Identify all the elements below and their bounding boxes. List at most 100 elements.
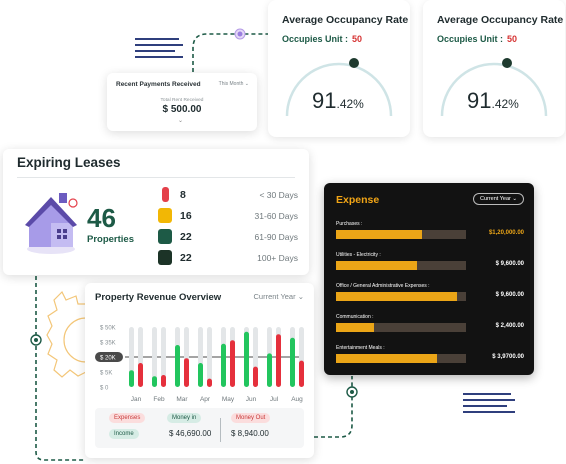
x-tick-label: Mar — [176, 396, 188, 403]
lease-row-days: 61-90 Days — [254, 232, 298, 242]
expense-bar — [161, 375, 166, 387]
expense-row-label: Utilities - Electricity : — [336, 252, 381, 258]
bar-track — [161, 327, 166, 387]
lease-row-count: 22 — [180, 252, 192, 264]
revenue-overview-card: Property Revenue Overview Current Year ⌄… — [85, 283, 314, 458]
occupancy-title: Average Occupancy Rate — [437, 14, 564, 26]
expense-row-value: $ 9,600.00 — [495, 292, 524, 298]
money-in-value: $ 46,690.00 — [169, 429, 212, 438]
expense-row: Office / General Administrative Expenses… — [336, 283, 524, 307]
divider — [220, 418, 221, 442]
occupies-unit: Occupies Unit :50 — [437, 34, 518, 44]
lease-color-chip — [158, 229, 172, 244]
lease-color-chip — [158, 250, 172, 265]
expense-title: Expense — [336, 194, 380, 206]
x-tick-label: Apr — [200, 396, 211, 403]
expense-progress-track — [336, 292, 466, 301]
income-bar — [267, 353, 272, 387]
bar-track — [207, 327, 212, 387]
leases-count: 46 — [87, 203, 116, 233]
money-out-pill: Money Out — [231, 413, 271, 423]
lease-row-days: 100+ Days — [257, 253, 298, 263]
total-rent-amount: $ 500.00 — [162, 104, 202, 115]
expense-row: Communication : $ 2,400.00 — [336, 314, 524, 338]
recent-payments-title: Recent Payments Received — [116, 81, 201, 88]
chevron-down-icon: ⌄ — [512, 196, 517, 202]
x-tick-label: Jun — [246, 396, 257, 403]
menu-lines-decoration — [135, 38, 183, 62]
expense-row-label: Office / General Administrative Expenses… — [336, 283, 430, 289]
expense-card: Expense Current Year ⌄ Purchases : $1,20,… — [324, 183, 534, 375]
expiring-leases-card: Expiring Leases 46 Properties 8 < 30 Day… — [3, 149, 309, 275]
income-bar — [152, 376, 157, 387]
expense-row: Purchases : $1,20,000.00 — [336, 221, 524, 245]
y-tick-label: $ 0 — [100, 386, 109, 392]
revenue-bar-chart: $ 50K $ 35K $ 20K $ 5K $ 0 Jan Feb Mar Apr May Jun… — [95, 326, 304, 403]
lease-color-chip — [158, 208, 172, 223]
money-in-pill: Money in — [167, 413, 202, 423]
expense-progress-fill — [336, 230, 422, 239]
leases-title: Expiring Leases — [17, 155, 121, 170]
occupancy-card: Average Occupancy Rate Occupies Unit :50… — [423, 0, 565, 137]
x-tick-label: Feb — [153, 396, 165, 403]
expense-row: Utilities - Electricity : $ 9,600.00 — [336, 252, 524, 276]
expense-bar — [276, 334, 281, 387]
occupancy-rate: 91.42% — [467, 88, 519, 113]
income-bar — [198, 363, 203, 387]
x-tick-label: Jul — [270, 396, 279, 403]
money-out-value: $ 8,940.00 — [231, 429, 269, 438]
expense-progress-fill — [336, 292, 457, 301]
expense-progress-track — [336, 261, 466, 270]
chevron-down-icon: ⌄ — [244, 81, 249, 87]
leases-count-label: Properties — [87, 234, 134, 245]
expense-bar — [253, 366, 258, 387]
occupies-unit: Occupies Unit :50 — [282, 34, 363, 44]
expense-row-label: Purchases : — [336, 221, 363, 227]
recent-payments-filter[interactable]: This Month ⌄ — [218, 81, 249, 87]
lease-row-days: < 30 Days — [259, 190, 298, 200]
expense-progress-fill — [336, 354, 438, 363]
expense-bar — [138, 363, 143, 387]
lease-row-count: 22 — [180, 231, 192, 243]
income-pill[interactable]: Income — [109, 429, 139, 439]
income-bar — [244, 331, 249, 387]
lease-row-days: 31-60 Days — [254, 211, 298, 221]
expense-row-value: $ 2,400.00 — [495, 323, 524, 329]
menu-lines-decoration — [463, 393, 515, 417]
house-icon — [25, 193, 78, 254]
x-tick-label: Jan — [131, 396, 142, 403]
expense-row-value: $ 3,9700.00 — [492, 354, 524, 360]
lease-row: 16 31-60 Days — [158, 208, 298, 224]
revenue-legend: Expenses Income Money in $ 46,690.00 Mon… — [95, 408, 304, 448]
chevron-down-icon: ⌄ — [297, 292, 304, 301]
expense-progress-track — [336, 323, 466, 332]
y-tick-label: $ 20K — [100, 356, 116, 362]
occupancy-gauge — [285, 58, 393, 117]
expand-chevron-icon[interactable]: ⌄ — [178, 118, 184, 124]
y-tick-highlight — [95, 352, 123, 362]
revenue-year-filter[interactable]: Current Year ⌄ — [253, 292, 304, 301]
expense-row-label: Entertainment Meals : — [336, 345, 385, 351]
expense-bar — [299, 360, 304, 387]
expense-row-label: Communication : — [336, 314, 374, 320]
expense-row-value: $ 9,600.00 — [495, 261, 524, 267]
occupancy-rate: 91.42% — [312, 88, 364, 113]
expenses-pill[interactable]: Expenses — [109, 413, 146, 423]
expense-progress-fill — [336, 261, 417, 270]
expense-bar — [230, 340, 235, 387]
income-bar — [129, 370, 134, 387]
lease-row: 22 61-90 Days — [158, 229, 298, 245]
y-tick-label: $ 35K — [100, 341, 116, 347]
expense-progress-track — [336, 354, 466, 363]
income-bar — [175, 345, 180, 387]
y-tick-label: $ 5K — [100, 371, 112, 377]
expense-year-select[interactable]: Current Year ⌄ — [472, 193, 524, 205]
expense-bar — [207, 378, 212, 387]
lease-row-count: 16 — [180, 210, 192, 222]
expense-progress-fill — [336, 323, 374, 332]
x-tick-label: May — [222, 396, 235, 403]
divider — [17, 177, 295, 178]
expense-bar — [184, 358, 189, 387]
expense-row: Entertainment Meals : $ 3,9700.00 — [336, 345, 524, 369]
